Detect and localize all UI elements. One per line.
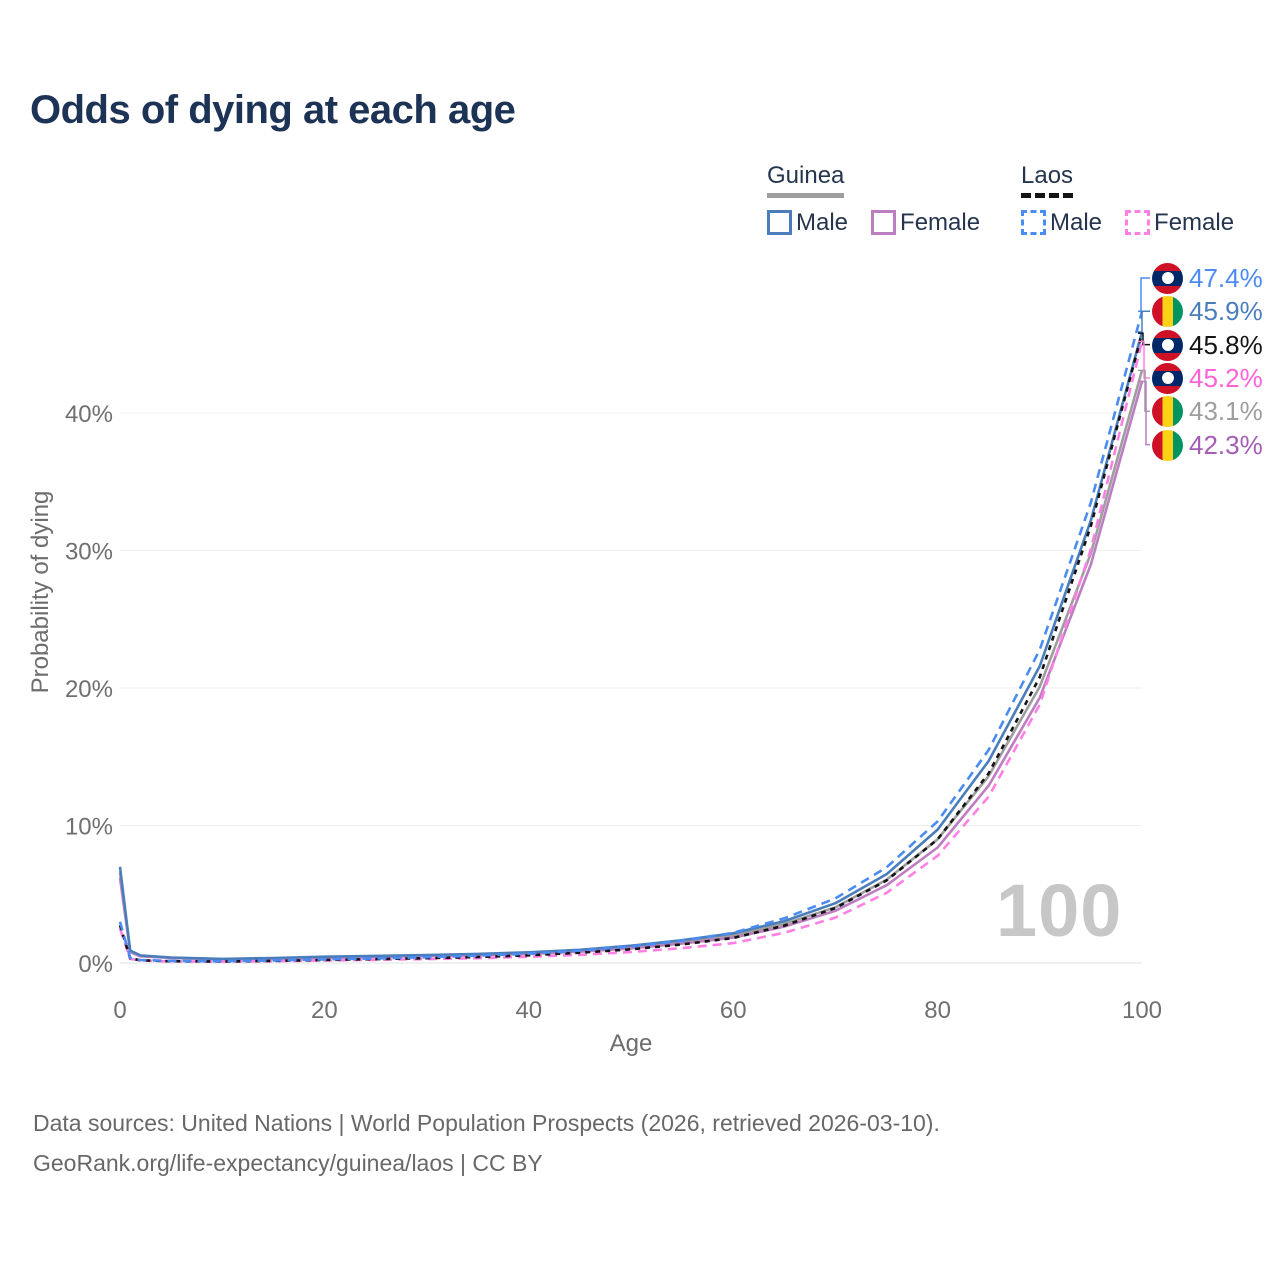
end-label-value: 45.8% [1189,329,1263,360]
legend-label-laos-female: Female [1154,208,1235,236]
series-line-laos_female[interactable] [118,341,1144,963]
legend-items-guinea: Male Female [767,209,980,237]
end-label-row-laos-male: 47.4% [1152,262,1263,294]
line-style-swatch-laos-female [1125,210,1151,236]
line-style-swatch-guinea-male [767,210,792,236]
series-line-laos_both[interactable] [118,332,1144,963]
laos-flag-center-dot [1161,272,1174,284]
label-connector-guinea_male [1138,310,1150,333]
end-label-value: 47.4% [1189,262,1263,293]
x-tick-label-40: 40 [515,997,542,1024]
chart-title: Odds of dying at each age [30,88,516,132]
legend-group-title-guinea: Guinea [767,162,845,198]
legend-item-laos-female[interactable]: Female [1125,209,1234,237]
country-flag-icon [1152,295,1183,327]
x-tick-label-60: 60 [720,997,747,1024]
end-label-value: 42.3% [1189,429,1263,460]
legend-item-laos-male[interactable]: Male [1021,209,1102,237]
legend-item-guinea-male[interactable]: Male [767,209,848,237]
label-connector-guinea_female [1138,380,1150,446]
series-line-guinea_both[interactable] [118,370,1144,961]
x-tick-label-20: 20 [311,997,338,1024]
y-tick-label-0: 0% [78,951,113,978]
end-label-row-guinea-female: 42.3% [1152,429,1263,461]
series-line-guinea_male[interactable] [118,331,1144,961]
laos-flag-center-dot [1161,339,1174,351]
end-label-value: 45.9% [1189,295,1263,326]
country-flag-icon [1152,429,1183,461]
end-label-row-guinea-male: 45.9% [1152,295,1263,327]
legend-label-laos-male: Male [1050,208,1103,236]
footer-attribution: GeoRank.org/life-expectancy/guinea/laos … [33,1150,543,1176]
country-flag-icon [1152,395,1183,427]
label-connector-laos_both [1138,332,1150,346]
gridlines-group [120,412,1142,964]
footer: Data sources: United Nations | World Pop… [33,1103,940,1183]
x-tick-label-100: 100 [1122,997,1162,1024]
y-axis-title: Probability of dying [27,491,54,694]
y-tick-label-30: 30% [65,539,113,566]
label-connector-guinea_both [1138,369,1150,413]
axis-ticks-group: 0% 10% 20% 30% 40% 0 20 40 60 80 100 [65,401,1162,1024]
legend-label-guinea-female: Female [900,208,981,236]
x-tick-label-0: 0 [113,997,126,1024]
label-connector-laos_male [1138,277,1150,313]
footer-data-sources: Data sources: United Nations | World Pop… [33,1110,940,1136]
line-style-swatch-laos-male [1021,210,1046,236]
end-label-row-laos-female: 45.2% [1152,362,1263,394]
end-label-value: 43.1% [1189,395,1263,426]
legend-group-guinea: Guinea Male Female [767,162,980,237]
series-line-guinea_female[interactable] [118,381,1144,961]
y-tick-label-20: 20% [65,676,113,703]
end-label-row-laos-both: 45.8% [1152,329,1263,361]
legend-label-guinea-male: Male [796,208,849,236]
country-flag-icon [1152,362,1183,394]
age-watermark: 100 [996,869,1123,952]
legend-group-laos: Laos Male Female [1021,162,1234,237]
legend-items-laos: Male Female [1021,209,1234,237]
series-lines-group [118,310,1144,963]
x-tick-label-80: 80 [924,997,951,1024]
y-tick-label-10: 10% [65,814,113,841]
series-line-laos_male[interactable] [118,310,1144,963]
laos-flag-center-dot [1161,372,1174,384]
legend-item-guinea-female[interactable]: Female [871,209,980,237]
x-axis-title: Age [610,1030,653,1057]
country-flag-icon [1152,262,1183,294]
label-connector-laos_female [1138,340,1150,379]
legend-group-title-laos: Laos [1021,162,1074,198]
connector-lines-group [1138,277,1150,446]
end-label-value: 45.2% [1189,362,1263,393]
end-label-row-guinea-both: 43.1% [1152,395,1263,427]
line-style-swatch-guinea-female [871,210,897,236]
country-flag-icon [1152,329,1183,361]
y-tick-label-40: 40% [65,401,113,428]
